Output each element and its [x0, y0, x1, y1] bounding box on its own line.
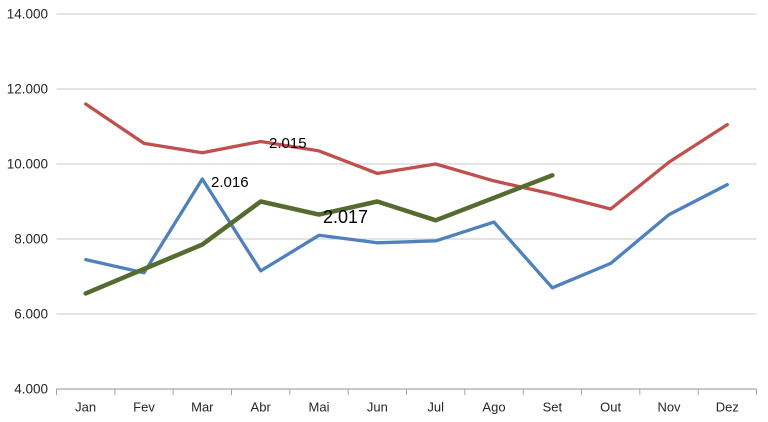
series-label-2017: 2.017 [323, 207, 368, 227]
series-label-2015: 2.015 [269, 135, 307, 152]
series-line-2015 [84, 102, 729, 211]
series-line-2017 [83, 173, 555, 296]
y-axis-tick-label: 6.000 [14, 307, 48, 322]
x-axis-month-label: Nov [657, 400, 681, 415]
x-axis-month-label: Abr [251, 400, 272, 415]
x-axis-month-label: Mai [309, 400, 330, 415]
y-axis-tick-label: 8.000 [14, 232, 48, 247]
series-label-2016: 2.016 [211, 174, 249, 191]
x-axis-month-label: Ago [482, 400, 505, 415]
x-axis-month-label: Set [543, 400, 563, 415]
x-axis-month-label: Fev [133, 400, 155, 415]
series-line-2016 [84, 177, 729, 290]
y-axis-tick-label: 14.000 [7, 7, 48, 22]
x-axis-month-label: Jan [75, 400, 96, 415]
y-axis-tick-label: 10.000 [7, 157, 48, 172]
x-axis-month-label: Mar [191, 400, 214, 415]
x-axis-month-label: Dez [716, 400, 739, 415]
x-axis-month-label: Jul [427, 400, 444, 415]
y-axis-tick-label: 12.000 [7, 82, 48, 97]
x-axis-month-label: Jun [367, 400, 388, 415]
y-axis-tick-label: 4.000 [14, 382, 48, 397]
x-axis-month-label: Out [600, 400, 621, 415]
